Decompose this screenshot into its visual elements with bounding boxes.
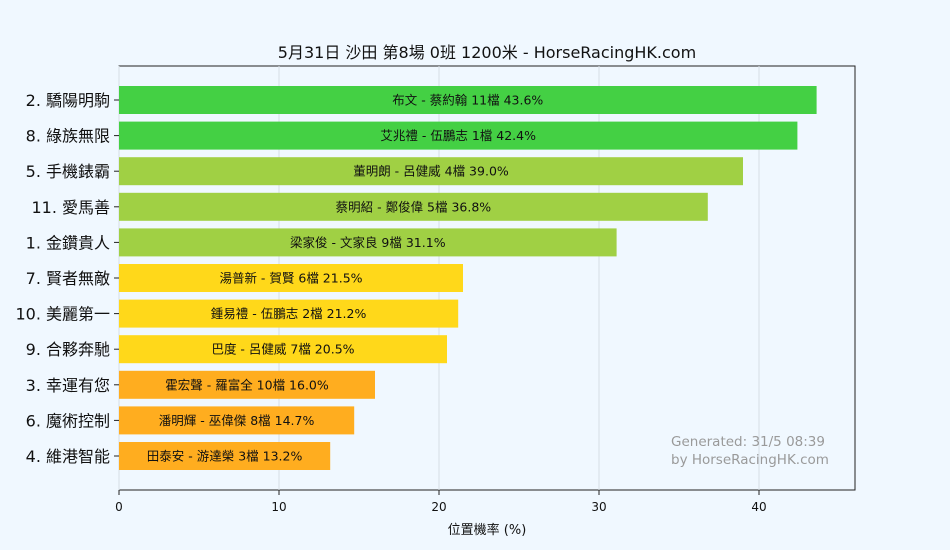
- category-label: 6. 魔術控制: [26, 411, 110, 430]
- bar: [119, 86, 817, 114]
- bar: [119, 335, 447, 364]
- bar-label: 梁家俊 - 文家良 9檔 31.1%: [290, 235, 446, 250]
- category-label: 5. 手機錶霸: [26, 162, 110, 181]
- bar: [119, 406, 355, 435]
- x-tick-label: 20: [431, 500, 446, 514]
- bar-label: 潘明輝 - 巫偉傑 8檔 14.7%: [159, 413, 315, 428]
- bar: [119, 442, 331, 470]
- bar: [119, 121, 798, 150]
- bar: [119, 299, 459, 328]
- watermark-source: by HorseRacingHK.com: [671, 452, 829, 468]
- x-tick-label: 10: [271, 500, 286, 514]
- bar: [119, 370, 375, 399]
- bar-label: 艾兆禮 - 伍鵬志 1檔 42.4%: [380, 128, 536, 143]
- bars-group: 布文 - 蔡約翰 11檔 43.6% 艾兆禮 - 伍鵬志 1檔 42.4% 董明朗 …: [119, 86, 817, 470]
- x-tick-label: 40: [751, 500, 766, 514]
- bar-label: 田泰安 - 游達榮 3檔 13.2%: [147, 449, 303, 464]
- bar-label: 鍾易禮 - 伍鵬志 2檔 21.2%: [211, 306, 367, 321]
- category-label: 1. 金鑽貴人: [26, 233, 110, 252]
- bar: [119, 264, 463, 292]
- bar: [119, 192, 708, 221]
- bar: [119, 228, 617, 257]
- category-label: 8. 綠族無限: [26, 127, 110, 146]
- x-axis-title: 位置機率 (%): [448, 522, 527, 538]
- category-label: 3. 幸運有您: [26, 376, 110, 395]
- x-tick-label: 30: [591, 500, 606, 514]
- category-label: 10. 美麗第一: [15, 305, 110, 324]
- category-labels: 2. 驕陽明駒 8. 綠族無限 5. 手機錶霸 11. 愛馬善 1. 金鑽貴人 7. 賢者…: [15, 91, 119, 466]
- bar-label: 蔡明紹 - 鄭俊偉 5檔 36.8%: [336, 199, 492, 214]
- category-label: 2. 驕陽明駒: [26, 91, 110, 110]
- chart-title: 5月31日 沙田 第8場 0班 1200米 - HorseRacingHK.co…: [278, 43, 696, 62]
- bar-label: 巴度 - 呂健威 7檔 20.5%: [211, 342, 354, 357]
- x-tick-label: 0: [115, 500, 123, 514]
- bar-label: 霍宏聲 - 羅富全 10檔 16.0%: [165, 377, 329, 392]
- category-label: 4. 維港智能: [26, 447, 110, 466]
- category-label: 9. 合夥奔馳: [26, 340, 110, 359]
- category-label: 7. 賢者無敵: [26, 269, 110, 288]
- category-label: 11. 愛馬善: [31, 198, 110, 217]
- bar-label: 董明朗 - 呂健威 4檔 39.0%: [353, 164, 509, 179]
- bar: [119, 157, 743, 186]
- x-axis-ticks: 0 10 20 30 40: [115, 490, 767, 514]
- bar-label: 湯普新 - 賀賢 6檔 21.5%: [219, 271, 362, 286]
- bar-label: 布文 - 蔡約翰 11檔 43.6%: [392, 93, 543, 108]
- watermark-generated: Generated: 31/5 08:39: [671, 434, 825, 450]
